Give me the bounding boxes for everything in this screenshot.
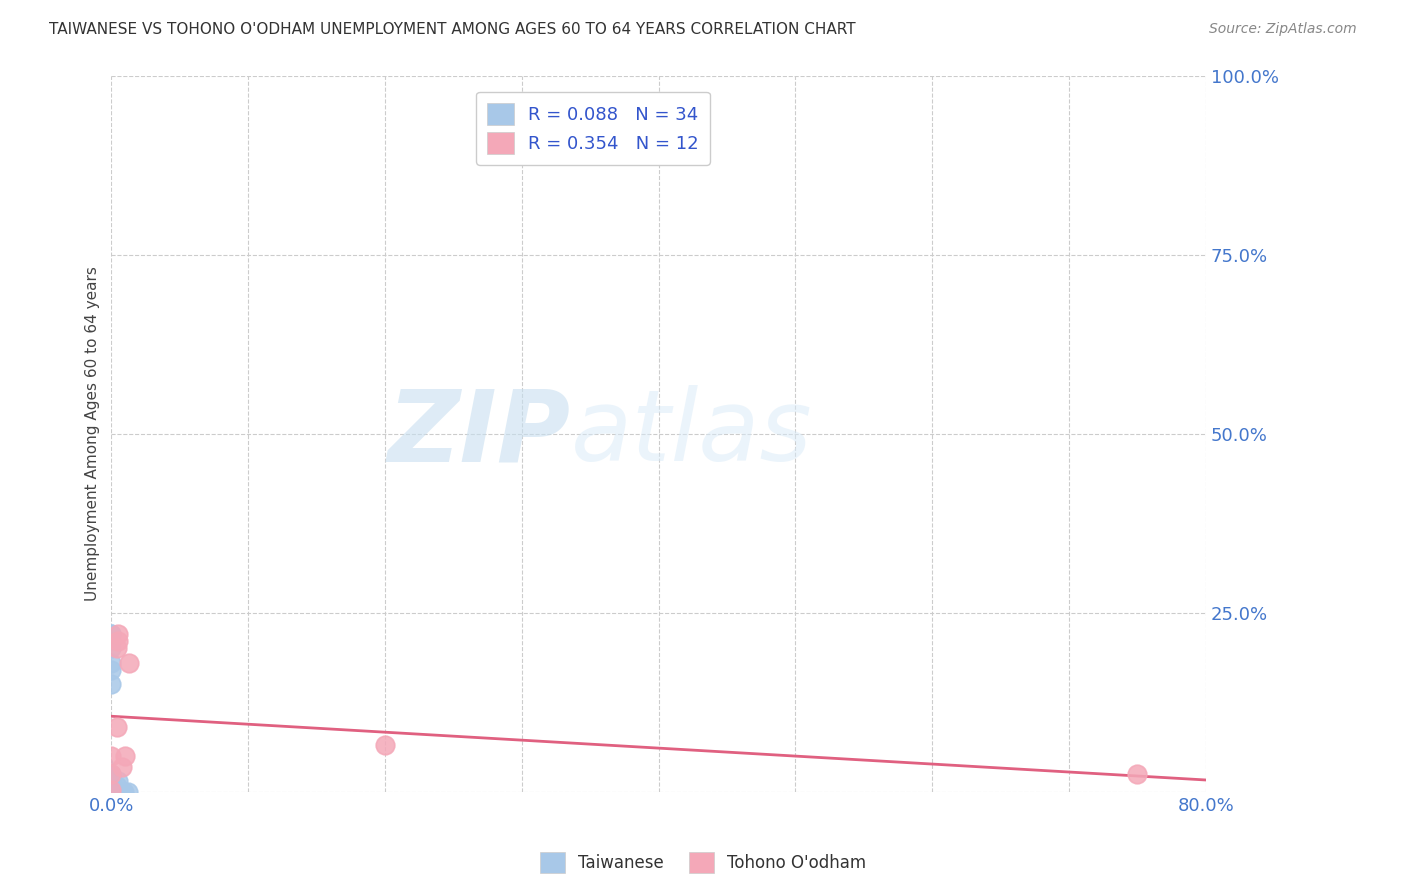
Text: Source: ZipAtlas.com: Source: ZipAtlas.com [1209, 22, 1357, 37]
Point [1126, 766, 1149, 780]
Point [100, 774, 122, 789]
Point [100, 785, 122, 799]
Point [100, 781, 122, 796]
Text: ZIP: ZIP [388, 385, 571, 482]
Point [111, 759, 134, 773]
Point [100, 677, 122, 691]
Point [100, 785, 122, 799]
Point [100, 785, 122, 799]
Y-axis label: Unemployment Among Ages 60 to 64 years: Unemployment Among Ages 60 to 64 years [86, 266, 100, 601]
Point [100, 627, 122, 641]
Point [111, 785, 134, 799]
Point [100, 785, 122, 799]
Point [100, 656, 122, 670]
Legend: Taiwanese, Tohono O'odham: Taiwanese, Tohono O'odham [533, 846, 873, 880]
Point [100, 748, 122, 763]
Point [100, 785, 122, 799]
Point [107, 627, 129, 641]
Point [100, 769, 122, 783]
Point [100, 785, 122, 799]
Point [118, 656, 141, 670]
Point [105, 641, 128, 656]
Point [114, 748, 136, 763]
Point [107, 774, 129, 789]
Point [112, 785, 135, 799]
Point [100, 778, 122, 792]
Point [100, 782, 122, 797]
Point [100, 785, 122, 799]
Point [100, 785, 122, 799]
Point [107, 634, 129, 648]
Point [100, 641, 122, 656]
Point [117, 785, 139, 799]
Point [100, 785, 122, 799]
Point [100, 785, 122, 799]
Point [100, 778, 122, 792]
Point [100, 779, 122, 793]
Text: atlas: atlas [571, 385, 813, 482]
Point [100, 785, 122, 799]
Point [105, 720, 128, 734]
Point [100, 766, 122, 780]
Point [105, 779, 128, 793]
Point [100, 627, 122, 641]
Point [374, 738, 396, 752]
Point [100, 772, 122, 786]
Point [100, 782, 122, 797]
Point [100, 663, 122, 677]
Point [100, 785, 122, 799]
Text: TAIWANESE VS TOHONO O'ODHAM UNEMPLOYMENT AMONG AGES 60 TO 64 YEARS CORRELATION C: TAIWANESE VS TOHONO O'ODHAM UNEMPLOYMENT… [49, 22, 856, 37]
Point [100, 781, 122, 796]
Point [100, 766, 122, 780]
Legend: R = 0.088   N = 34, R = 0.354   N = 12: R = 0.088 N = 34, R = 0.354 N = 12 [477, 92, 710, 165]
Point [104, 785, 127, 799]
